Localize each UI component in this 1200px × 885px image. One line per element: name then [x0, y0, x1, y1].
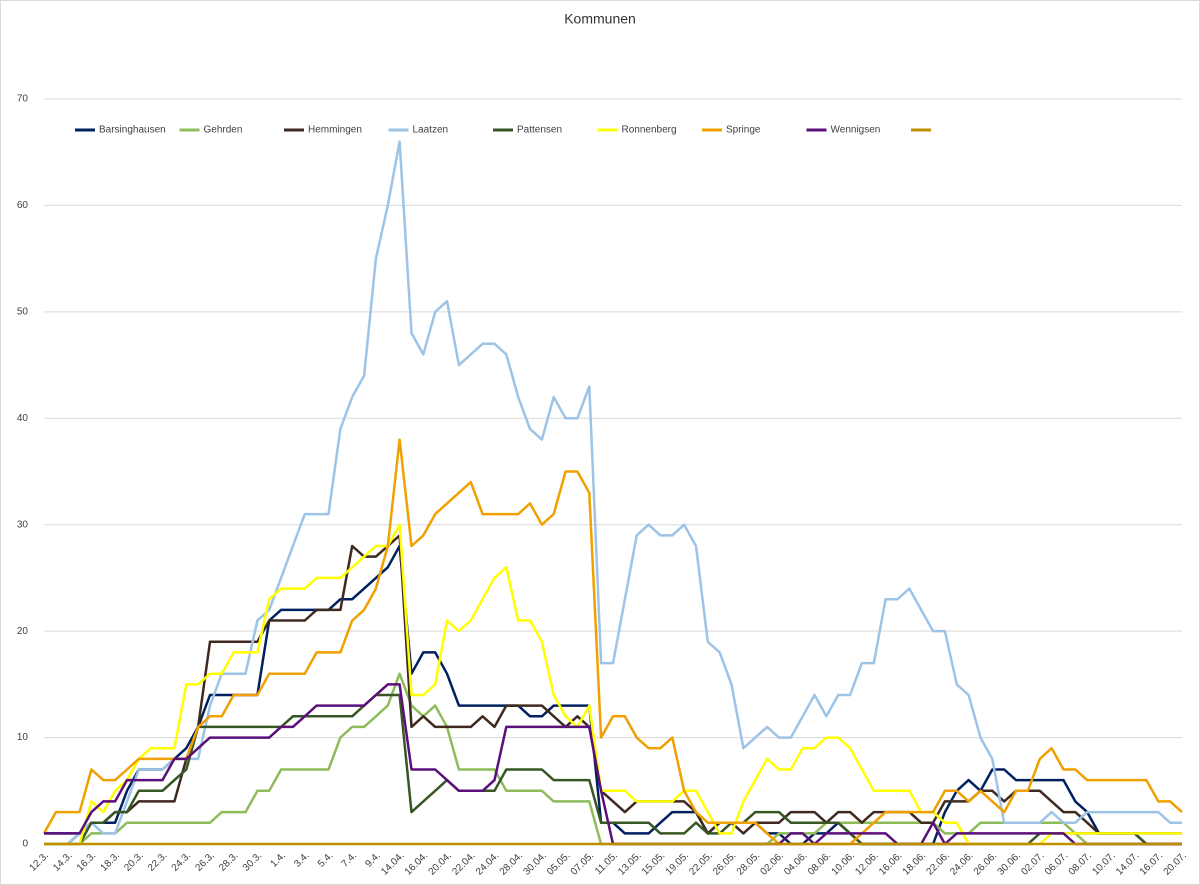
- y-tick-label: 0: [22, 839, 28, 850]
- legend-label: Springe: [726, 125, 761, 136]
- y-tick-label: 70: [17, 94, 29, 105]
- series-line: [44, 534, 1182, 846]
- series-line: [42, 438, 1183, 846]
- legend-label: Hemmingen: [308, 125, 362, 136]
- y-tick-label: 30: [17, 519, 29, 530]
- y-tick-label: 60: [17, 200, 29, 211]
- y-tick-label: 40: [17, 413, 29, 424]
- legend-label: Ronnenberg: [622, 125, 677, 136]
- legend-label: Pattensen: [517, 125, 562, 136]
- y-tick-label: 50: [17, 306, 29, 317]
- legend-label: Barsinghausen: [99, 125, 166, 136]
- y-tick-label: 10: [17, 732, 29, 743]
- legend-label: Laatzen: [413, 125, 449, 136]
- legend-label: Wennigsen: [831, 125, 881, 136]
- series-line: [44, 140, 1182, 846]
- legend-label: Gehrden: [204, 125, 243, 136]
- y-tick-label: 20: [17, 626, 29, 637]
- chart-title: Kommunen: [564, 11, 636, 27]
